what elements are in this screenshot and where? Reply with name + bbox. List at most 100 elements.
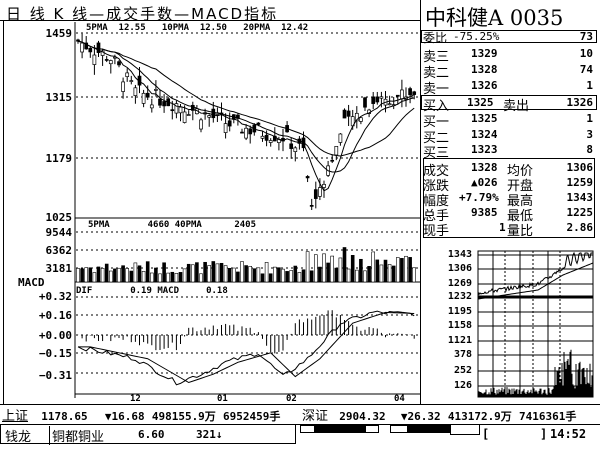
- candle-body: [318, 187, 322, 197]
- macd-axis-label: +0.00: [38, 329, 72, 342]
- candle-body: [178, 106, 183, 114]
- volume-bar: [166, 272, 170, 283]
- shenzhen-index-bar[interactable]: 深证 2904.32 ▼26.32 413172.9万 7416361手: [302, 409, 577, 424]
- volume-bar: [375, 259, 380, 283]
- candle-body: [256, 122, 261, 125]
- candle-body: [363, 97, 367, 108]
- moving-average-line: [77, 40, 415, 157]
- macd-axis-label: +0.16: [38, 309, 72, 322]
- intraday-axis-label: 1306: [447, 263, 472, 274]
- volume-bar: [150, 272, 154, 283]
- volume-bar: [211, 261, 216, 283]
- volume-bar: [80, 268, 84, 283]
- volume-bar: [219, 262, 224, 283]
- volume-bar: [342, 247, 347, 283]
- volume-bar: [207, 265, 211, 283]
- candle-body: [354, 112, 359, 122]
- intraday-axis-label: 1269: [447, 278, 472, 289]
- candle-body: [408, 88, 412, 96]
- candle-body: [338, 133, 343, 143]
- volume-bar: [252, 268, 257, 283]
- date-label: 02: [286, 394, 297, 404]
- volume-bar: [297, 272, 302, 283]
- intraday-price-line: [477, 251, 593, 296]
- dif-line: [77, 310, 415, 386]
- intraday-axis-label: 126: [453, 380, 472, 391]
- dea-line: [78, 311, 415, 384]
- candle-body: [154, 89, 158, 91]
- candle-body: [301, 137, 306, 149]
- volume-bar: [113, 268, 117, 283]
- volume-bar: [104, 263, 109, 283]
- candle-body: [149, 104, 154, 109]
- moving-average-line: [77, 40, 415, 173]
- volume-bar: [354, 269, 359, 283]
- kline-chart[interactable]: [0, 0, 420, 405]
- volume-bar: [191, 264, 195, 283]
- volume-bar: [268, 273, 273, 283]
- candle-body: [141, 92, 146, 104]
- volume-bar: [195, 262, 199, 283]
- bid-ask-row: 买入 1325 卖出 1326: [423, 96, 593, 114]
- volume-bar: [363, 270, 367, 283]
- candle-body: [289, 143, 294, 149]
- volume-bar: [240, 261, 244, 283]
- stat-row: 总手 9385 最低 1225: [423, 206, 593, 224]
- volume-bar: [244, 265, 248, 283]
- candle-body: [158, 98, 162, 106]
- volume-bar: [301, 269, 306, 283]
- volume-bar: [289, 270, 294, 283]
- shanghai-index-bar[interactable]: 上证 1178.65 ▼16.68 498155.9万 6952459手: [2, 409, 281, 424]
- candle-body: [313, 189, 318, 199]
- candle-body: [211, 108, 216, 119]
- volume-bar: [121, 265, 125, 283]
- candle-body: [190, 104, 195, 111]
- candle-body: [330, 159, 335, 162]
- stat-row: 成交 1328 均价 1306: [423, 161, 593, 179]
- volume-bar: [174, 273, 179, 283]
- intraday-average-line: [477, 262, 594, 300]
- divider: [0, 20, 420, 21]
- sell-1-row: 卖一 1326 1: [423, 79, 593, 97]
- candle-body: [80, 42, 84, 53]
- volume-bar: [272, 266, 277, 283]
- volume-bar: [109, 270, 113, 283]
- volume-bar: [129, 270, 134, 283]
- volume-bar: [322, 253, 326, 283]
- candle-body: [182, 111, 187, 123]
- volume-bar: [100, 268, 105, 283]
- status-bar: 钱龙 铜都铜业 6.60 321↓: [0, 424, 296, 445]
- macd-panel-label: MACD: [18, 276, 45, 289]
- volume-bar: [379, 264, 384, 283]
- sector-name[interactable]: 铜都铜业: [49, 426, 104, 445]
- intraday-axis-label: 1343: [447, 249, 472, 260]
- volume-bar: [133, 262, 138, 283]
- price-ma-legend: 5PMA 12.55 10PMA 12.50 20PMA 12.42: [86, 23, 309, 33]
- candle-body: [227, 120, 232, 127]
- candle-body: [121, 81, 125, 92]
- volume-bar: [309, 270, 314, 283]
- candle-body: [117, 61, 121, 66]
- candle-body: [375, 96, 380, 103]
- candle-body: [293, 147, 298, 152]
- stat-row: 幅度 +7.79% 最高 1343: [423, 191, 593, 209]
- price-axis-label: 1179: [45, 152, 73, 165]
- candle-body: [240, 131, 244, 134]
- volume-bar: [285, 271, 289, 283]
- sector-price: 6.60: [138, 428, 165, 441]
- candle-body: [412, 91, 417, 95]
- intraday-axis-label: 1195: [447, 306, 472, 317]
- sell-3-row: 卖三 1329 10: [423, 47, 593, 65]
- candle-body: [244, 127, 248, 139]
- candle-body: [96, 42, 101, 53]
- volume-bar: [383, 259, 388, 283]
- intraday-chart[interactable]: [470, 250, 595, 400]
- volume-bar: [404, 255, 408, 283]
- candle-body: [186, 114, 191, 116]
- volume-bar: [203, 261, 207, 283]
- chart-title: 日 线 K 线—成交手数—MACD指标: [6, 5, 279, 23]
- candle-body: [76, 39, 80, 42]
- stat-row: 现手 1 量比 2.86: [423, 221, 593, 239]
- candle-body: [342, 109, 347, 119]
- candle-body: [199, 119, 203, 130]
